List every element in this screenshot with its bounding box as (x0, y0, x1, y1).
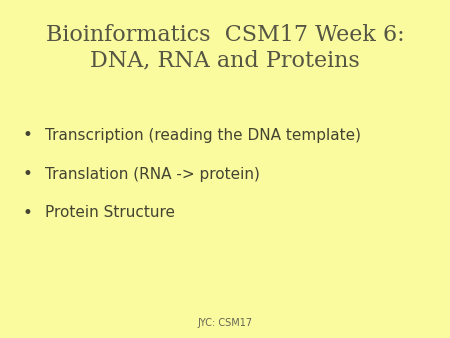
Text: •: • (22, 204, 32, 222)
Text: •: • (22, 165, 32, 183)
Text: Transcription (reading the DNA template): Transcription (reading the DNA template) (45, 128, 361, 143)
Text: Translation (RNA -> protein): Translation (RNA -> protein) (45, 167, 260, 182)
Text: •: • (22, 126, 32, 144)
Text: Protein Structure: Protein Structure (45, 206, 175, 220)
Text: JYC: CSM17: JYC: CSM17 (198, 318, 252, 328)
Text: Bioinformatics  CSM17 Week 6:
DNA, RNA and Proteins: Bioinformatics CSM17 Week 6: DNA, RNA an… (46, 24, 404, 72)
